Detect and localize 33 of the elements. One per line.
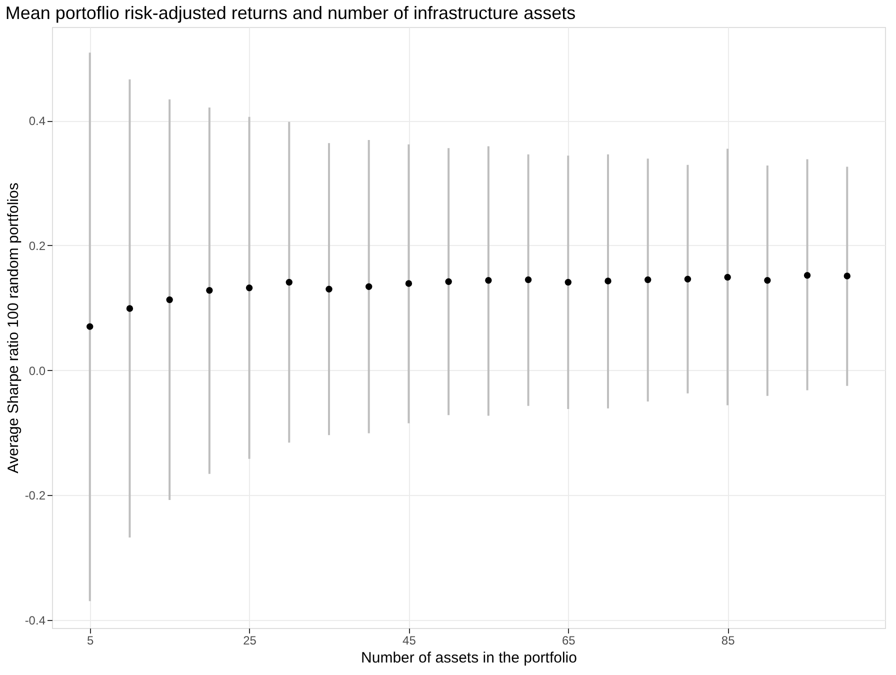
- point: [366, 283, 372, 290]
- point: [485, 277, 492, 284]
- point: [524, 276, 532, 284]
- x-tick-label: 85: [721, 634, 736, 648]
- point: [764, 277, 771, 284]
- point: [724, 274, 731, 281]
- point: [644, 276, 652, 284]
- x-tick-label: 25: [243, 634, 257, 648]
- point: [326, 286, 332, 292]
- y-tick-label: 0.4: [28, 114, 46, 128]
- point: [844, 272, 850, 280]
- x-tick-label: 45: [402, 634, 416, 648]
- x-tick-label: 5: [87, 634, 94, 648]
- x-tick-label: 65: [562, 634, 576, 648]
- y-tick-label: 0.2: [28, 238, 46, 253]
- point: [246, 284, 253, 292]
- point: [445, 278, 452, 285]
- point: [564, 278, 572, 286]
- y-tick-label: -0.4: [24, 613, 46, 628]
- point: [604, 278, 612, 284]
- point: [126, 305, 134, 312]
- point: [286, 278, 292, 286]
- x-axis-title: Number of assets in the portfolio: [361, 650, 577, 666]
- point: [804, 272, 811, 279]
- point: [405, 280, 412, 287]
- chart-title: Mean portoflio risk-adjusted returns and number of infrastructure assets: [5, 3, 576, 23]
- point: [166, 296, 173, 304]
- point: [86, 323, 94, 330]
- point: [206, 287, 213, 294]
- y-axis-title: Average Sharpe ratio 100 random portfolios: [4, 182, 22, 474]
- y-tick-label: -0.2: [24, 488, 46, 503]
- point: [684, 276, 692, 282]
- y-tick-label: 0.0: [28, 364, 46, 378]
